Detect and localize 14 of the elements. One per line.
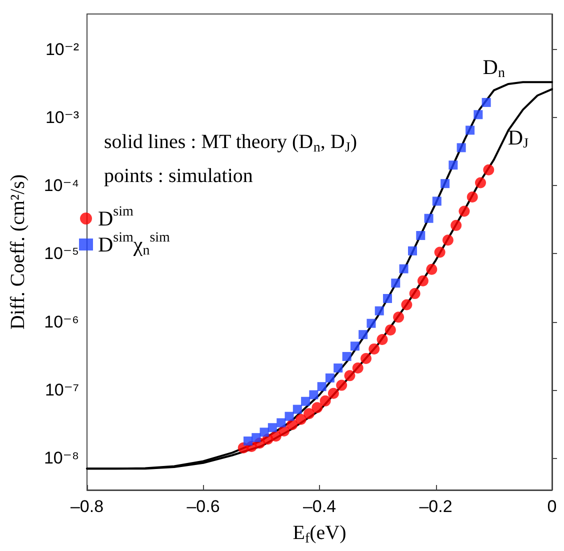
y-tick-label: 10⁻⁵ xyxy=(44,244,79,264)
y-tick-label: 10⁻⁶ xyxy=(44,312,79,332)
x-tick-label: –0.4 xyxy=(302,497,336,516)
y-tick-label: 10⁻⁴ xyxy=(44,176,79,196)
x-tick-label: –0.8 xyxy=(70,497,104,516)
y-axis-title: Diff. Coeff. (cm²/s) xyxy=(7,174,29,330)
y-tick-label: 10⁻⁷ xyxy=(44,380,79,400)
y-tick-label: 10⁻⁸ xyxy=(44,448,79,468)
x-tick-label: –0.2 xyxy=(419,497,452,516)
x-tick-label: 0 xyxy=(547,497,557,516)
x-tick-label: –0.6 xyxy=(186,497,220,516)
y-tick-label: 10⁻³ xyxy=(45,108,80,127)
y-tick-label: 10⁻² xyxy=(45,40,80,59)
annotation: points : simulation xyxy=(104,165,253,187)
